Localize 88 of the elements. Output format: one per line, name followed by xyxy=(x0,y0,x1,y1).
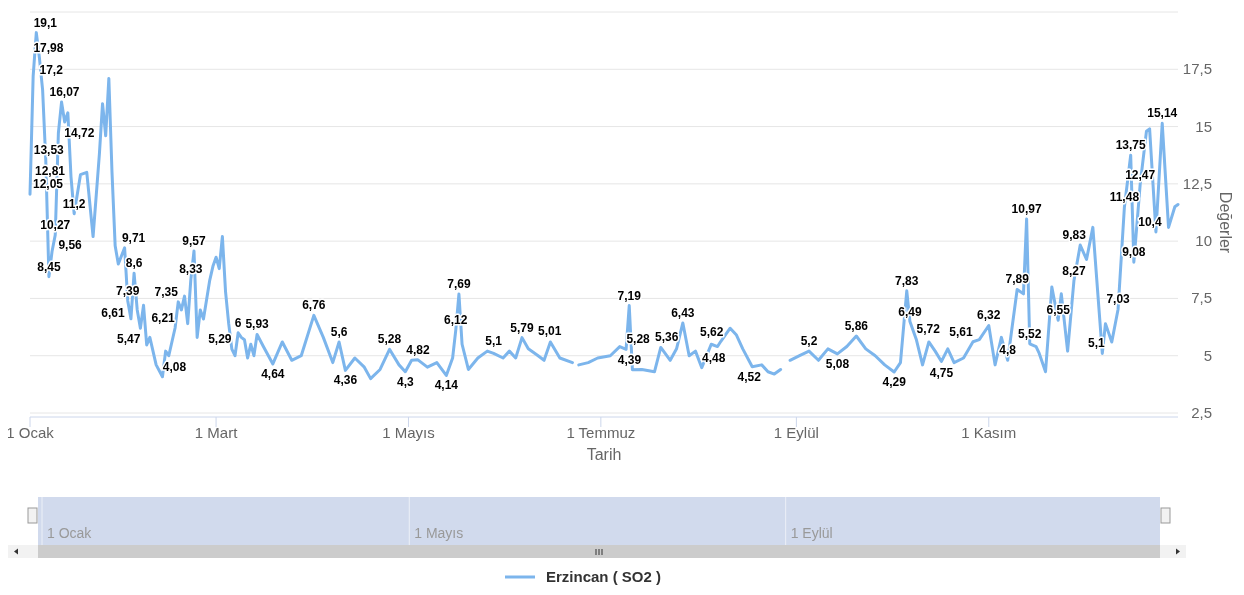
data-label: 11,2 xyxy=(62,196,86,211)
data-label: 4,48 xyxy=(702,350,726,365)
data-label: 5,08 xyxy=(825,356,850,371)
data-label: 4,08 xyxy=(162,359,187,374)
y-tick-label: 17,5 xyxy=(1182,60,1212,78)
data-label: 6,21 xyxy=(151,310,176,325)
data-label: 5,62 xyxy=(700,324,724,339)
data-label: 9,08 xyxy=(1122,245,1146,260)
data-label: 6,49 xyxy=(898,304,922,319)
data-label: 16,07 xyxy=(49,85,80,100)
data-label: 6,55 xyxy=(1046,303,1071,318)
x-tick-label: 1 Eylül xyxy=(773,424,819,441)
data-label: 9,83 xyxy=(1062,228,1087,243)
data-label: 9,71 xyxy=(121,230,146,245)
x-tick-label: 1 Temmuz xyxy=(566,424,636,441)
data-label: 5,61 xyxy=(949,324,973,339)
data-label: 10,27 xyxy=(40,217,71,232)
data-label: 8,6 xyxy=(125,256,143,271)
data-label: 5,6 xyxy=(330,324,348,339)
data-label: 19,1 xyxy=(33,15,58,30)
y-tick-label: 2,5 xyxy=(1191,404,1212,421)
x-tick-label: 1 Mart xyxy=(194,424,239,441)
data-label: 5,36 xyxy=(655,330,679,345)
data-label: 7,83 xyxy=(895,273,919,288)
y-tick-label: 10 xyxy=(1195,232,1212,250)
data-label: 6 xyxy=(234,315,242,330)
data-label: 6,43 xyxy=(671,305,695,320)
data-label: 5,79 xyxy=(510,320,534,335)
x-tick-label: 1 Mayıs xyxy=(382,424,435,441)
data-label: 4,82 xyxy=(406,342,430,357)
data-label: 4,64 xyxy=(261,366,285,381)
x-axis-title: Tarih xyxy=(586,446,622,463)
data-label: 7,89 xyxy=(1005,272,1030,287)
data-label: 7,19 xyxy=(617,288,642,303)
data-label: 7,35 xyxy=(154,284,179,299)
y-tick-label: 15 xyxy=(1195,117,1212,135)
data-label: 8,27 xyxy=(1062,263,1086,278)
data-label: 14,72 xyxy=(64,125,95,140)
data-label: 5,1 xyxy=(485,334,503,349)
legend-label: Erzincan ( SO2 ) xyxy=(546,568,662,585)
data-label: 12,47 xyxy=(1125,167,1156,182)
data-label: 15,14 xyxy=(1147,106,1178,121)
data-label: 7,03 xyxy=(1106,292,1131,307)
data-label: 4,75 xyxy=(929,366,954,381)
data-label: 5,86 xyxy=(844,319,869,334)
data-label: 5,1 xyxy=(1087,336,1105,351)
data-label: 4,36 xyxy=(333,373,358,388)
data-label: 4,39 xyxy=(617,352,642,367)
y-tick-label: 7,5 xyxy=(1191,289,1212,307)
data-label: 4,14 xyxy=(434,378,459,393)
data-label: 5,28 xyxy=(626,332,651,347)
data-label: 7,69 xyxy=(447,277,471,292)
data-label: 17,2 xyxy=(39,63,64,78)
data-label: 13,53 xyxy=(33,143,65,158)
data-label: 9,56 xyxy=(58,238,83,253)
y-tick-label: 12,5 xyxy=(1182,174,1212,192)
data-label: 4,8 xyxy=(999,343,1017,358)
data-label: 6,76 xyxy=(302,298,326,313)
y-tick-label: 5 xyxy=(1203,346,1212,364)
data-label: 5,47 xyxy=(117,331,141,346)
y-axis-title: Değerler xyxy=(1217,191,1234,254)
data-label: 5,28 xyxy=(377,332,402,347)
data-label: 7,39 xyxy=(116,283,140,298)
data-label: 5,29 xyxy=(208,332,232,347)
data-label: 13,75 xyxy=(1115,138,1147,153)
data-label: 6,12 xyxy=(444,313,468,328)
data-label: 5,52 xyxy=(1018,326,1042,341)
data-label: 11,48 xyxy=(1109,190,1140,205)
data-label: 12,05 xyxy=(32,177,64,192)
data-label: 6,61 xyxy=(101,305,125,320)
x-tick-label: 1 Ocak xyxy=(6,424,55,441)
data-label: 10,4 xyxy=(1138,214,1162,229)
data-label: 5,72 xyxy=(916,322,941,337)
data-label: 4,29 xyxy=(882,374,907,389)
data-label: 6,32 xyxy=(977,308,1001,323)
data-label: 4,52 xyxy=(737,369,762,384)
navigator: 1 Ocak 1 Mayıs 1 Eylül xyxy=(27,496,1171,546)
x-tick-label: 1 Kasım xyxy=(961,424,1017,441)
data-label: 4,3 xyxy=(396,374,414,389)
data-label: 5,01 xyxy=(538,324,562,339)
data-label: 8,33 xyxy=(179,262,203,277)
data-label: 5,93 xyxy=(245,317,270,332)
data-label: 8,45 xyxy=(37,259,61,274)
data-label: 5,2 xyxy=(800,334,818,349)
data-label: 10,97 xyxy=(1011,201,1042,216)
data-label: 9,57 xyxy=(182,234,206,248)
data-label: 12,81 xyxy=(34,163,66,178)
data-label: 17,98 xyxy=(33,41,64,56)
